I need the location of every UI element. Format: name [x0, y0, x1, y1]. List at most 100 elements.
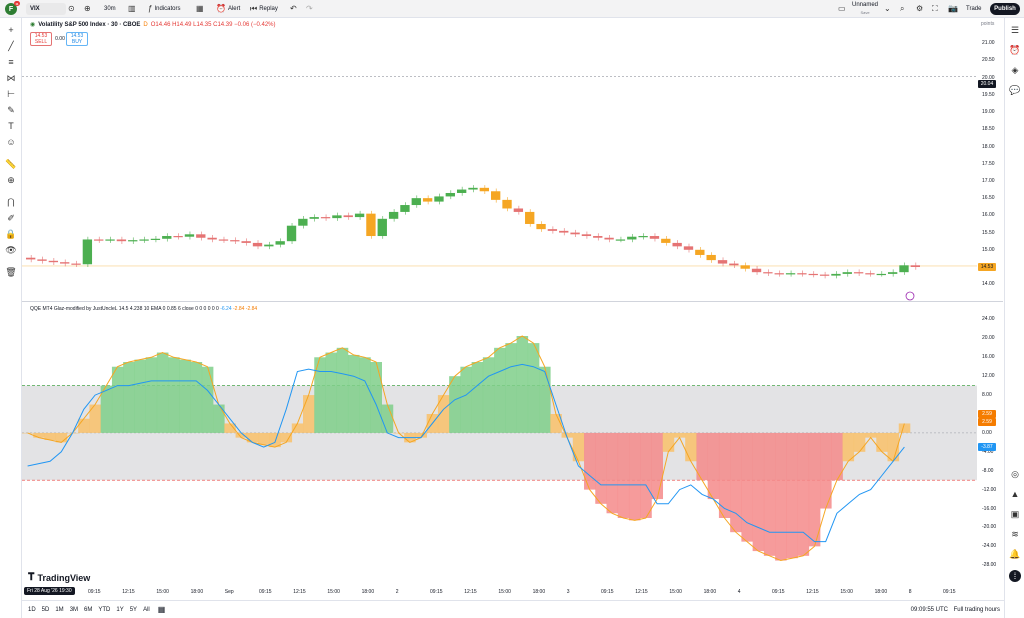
utc-clock[interactable]: 09:09:55 UTC: [910, 606, 948, 613]
timeframe-option[interactable]: 1D: [28, 606, 36, 613]
indicator-tag-2: 2.59: [978, 418, 996, 426]
replay-button[interactable]: ⏮ Replay: [250, 3, 278, 15]
redo-icon[interactable]: ↷: [306, 4, 313, 13]
time-tick-label: 09:15: [943, 589, 956, 595]
text-tool-icon[interactable]: T: [8, 121, 14, 131]
pattern-icon[interactable]: ⋈: [6, 73, 16, 83]
histogram-bar: [258, 432, 270, 445]
candle: [570, 232, 580, 235]
chart-canvas[interactable]: [22, 18, 1003, 600]
alert-button[interactable]: ⏰ Alert: [216, 3, 240, 15]
time-tick-label: Sep: [224, 589, 234, 595]
histogram-bar: [460, 366, 472, 433]
candle: [887, 272, 898, 274]
layout-dropdown-icon[interactable]: ⌄: [884, 4, 891, 13]
drawing-toolbar: + ╱ ≡ ⋈ ⊢ ✎ T ☺ 📏 ⊕ ⋂ ✐ 🔒 👁 🗑: [0, 18, 22, 618]
crosshair-price-tag: 20.04: [978, 80, 996, 88]
fullscreen-icon[interactable]: ⛶: [932, 4, 938, 13]
timeframe-option[interactable]: 1M: [55, 606, 64, 613]
price-tick-label: 15.00: [982, 246, 995, 253]
candle: [422, 198, 433, 202]
currency-label[interactable]: points: [981, 21, 995, 27]
compare-icon[interactable]: ⊕: [84, 4, 91, 13]
buy-button[interactable]: 14.53 BUY: [66, 32, 88, 46]
indicators-button[interactable]: ƒ Indicators: [148, 3, 180, 15]
ideas-icon[interactable]: ▲: [1010, 489, 1020, 499]
indicator-tick-label: 24.00: [982, 316, 995, 323]
histogram-bar: [730, 432, 742, 533]
stream-icon[interactable]: ≋: [1011, 529, 1019, 539]
forecast-icon[interactable]: ⊢: [7, 89, 15, 99]
candle: [491, 191, 501, 200]
candle: [479, 187, 490, 192]
crosshair-icon[interactable]: +: [8, 25, 14, 35]
sell-button[interactable]: 14.53 SELL: [30, 32, 52, 46]
histogram-bar: [584, 432, 596, 490]
zoom-in-icon[interactable]: ⊕: [7, 175, 15, 185]
layers-icon[interactable]: ◈: [1011, 65, 1019, 75]
apps-grid-icon[interactable]: ⁞: [1009, 570, 1021, 582]
candle: [388, 211, 399, 219]
session-label[interactable]: Full trading hours: [953, 606, 1000, 613]
publish-button[interactable]: Publish: [990, 3, 1020, 15]
trend-line-icon[interactable]: ╱: [8, 41, 14, 51]
histogram-bar: [876, 432, 888, 452]
indicator-pane: [22, 335, 977, 562]
target-icon[interactable]: ◎: [1011, 469, 1019, 479]
lock-icon[interactable]: 🔒: [5, 229, 17, 239]
undo-icon[interactable]: ↶: [290, 4, 297, 13]
candle: [910, 265, 920, 268]
timeframe-option[interactable]: 3M: [69, 606, 79, 613]
histogram-bar: [303, 395, 315, 433]
layout-icon[interactable]: ▭: [838, 4, 846, 13]
magnet-icon[interactable]: ⋂: [7, 197, 15, 207]
trade-button[interactable]: Trade: [966, 6, 982, 12]
candle: [638, 236, 648, 238]
calendar-icon[interactable]: ▣: [1010, 509, 1020, 519]
histogram-bar: [123, 362, 135, 433]
watchlist-icon[interactable]: ☰: [1010, 25, 1020, 35]
candle: [128, 240, 138, 242]
timeframe-button[interactable]: 30m: [104, 6, 116, 12]
hide-icon[interactable]: 👁: [5, 245, 17, 255]
timeframe-option[interactable]: All: [143, 606, 150, 613]
brush-icon[interactable]: ✎: [7, 105, 15, 115]
stay-drawing-icon[interactable]: ✐: [7, 213, 15, 223]
eye-icon[interactable]: ◉: [30, 22, 36, 28]
notifications-icon[interactable]: 🔔: [1009, 549, 1021, 559]
alerts-icon[interactable]: ⏰: [1009, 45, 1021, 55]
emoji-icon[interactable]: ☺: [6, 137, 16, 147]
time-tick-label: 12:15: [806, 589, 819, 595]
chat-icon[interactable]: 💬: [1009, 85, 1021, 95]
timeframe-option[interactable]: 1Y: [116, 606, 124, 613]
price-tick-label: 18.00: [982, 143, 995, 150]
histogram-bar: [235, 432, 248, 438]
user-avatar[interactable]: F 11: [5, 1, 20, 15]
candle: [343, 215, 353, 218]
timeframe-option[interactable]: 5D: [41, 606, 50, 613]
fib-icon[interactable]: ≡: [8, 57, 14, 67]
histogram-bar: [291, 423, 304, 433]
timeframe-option[interactable]: YTD: [98, 606, 111, 613]
candle: [411, 198, 421, 206]
quick-search-icon[interactable]: ⌕: [900, 4, 905, 13]
price-tick-label: 19.50: [982, 91, 995, 98]
calendar-range-icon[interactable]: ▦: [157, 605, 166, 614]
ruler-icon[interactable]: 📏: [5, 159, 17, 169]
add-symbol-icon[interactable]: ⊙: [68, 4, 75, 13]
histogram-bar: [865, 432, 877, 438]
symbol-search[interactable]: VIX: [26, 3, 66, 15]
candle-type-icon[interactable]: ▥: [128, 4, 136, 13]
notification-badge: 11: [14, 1, 20, 6]
screenshot-icon[interactable]: 📷: [948, 4, 958, 13]
templates-icon[interactable]: ▦: [196, 4, 204, 13]
price-tick-label: 20.00: [982, 74, 995, 81]
indicator-tick-label: -28.00: [982, 562, 997, 569]
timeframe-option[interactable]: 6M: [84, 606, 93, 613]
layout-name-button[interactable]: Unnamed Save: [852, 2, 878, 15]
trash-icon[interactable]: 🗑: [5, 267, 17, 277]
timeframe-option[interactable]: 5Y: [129, 606, 138, 613]
histogram-bar: [595, 432, 607, 504]
indicator-tick-label: -20.00: [982, 524, 997, 531]
settings-icon[interactable]: ⚙: [916, 4, 924, 13]
